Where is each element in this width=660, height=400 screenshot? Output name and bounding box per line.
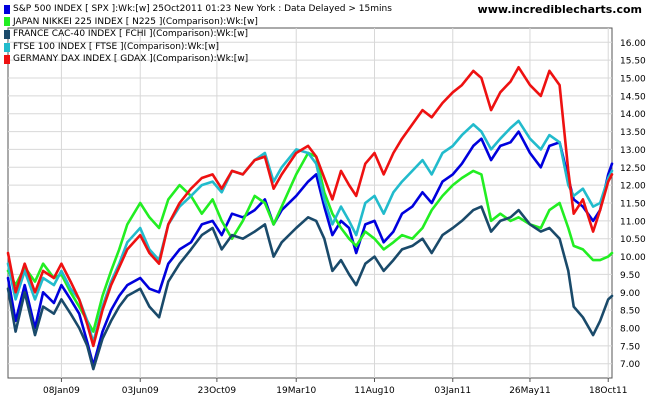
legend-item-fchi: FRANCE CAC-40 INDEX [ FCHI ](Comparison)… bbox=[4, 28, 392, 41]
y-tick-label: 9.00 bbox=[620, 289, 640, 299]
y-tick-label: 7.00 bbox=[620, 360, 640, 370]
legend-item-n225: JAPAN NIKKEI 225 INDEX [ N225 ](Comparis… bbox=[4, 16, 392, 29]
x-tick-label: 18Oct11 bbox=[589, 386, 627, 396]
x-tick-label: 03Jun09 bbox=[122, 386, 159, 396]
y-tick-label: 15.00 bbox=[620, 75, 646, 85]
y-tick-label: 12.00 bbox=[620, 182, 646, 192]
y-axis: 7.00 7.50 8.00 8.50 9.00 9.50 10.00 10.50 11.00 1… bbox=[620, 39, 646, 370]
x-tick-label: 03Jan11 bbox=[434, 386, 471, 396]
y-tick-label: 11.50 bbox=[620, 200, 646, 210]
y-tick-label: 9.50 bbox=[620, 271, 640, 281]
y-tick-label: 12.50 bbox=[620, 164, 646, 174]
y-tick-label: 15.50 bbox=[620, 57, 646, 67]
legend-swatch-n225 bbox=[4, 17, 10, 27]
legend-label-n225: JAPAN NIKKEI 225 INDEX [ N225 ](Comparis… bbox=[13, 16, 258, 27]
series-line-spx bbox=[6, 130, 614, 367]
legend-label-ftse: FTSE 100 INDEX [ FTSE ](Comparison):Wk:[… bbox=[13, 41, 219, 52]
legend-label-spx: S&P 500 INDEX [ SPX ]:Wk:[w] 25Oct2011 0… bbox=[13, 4, 392, 14]
y-tick-label: 13.00 bbox=[620, 146, 646, 156]
series-line-gdax bbox=[6, 66, 614, 348]
legend-item-gdax: GERMANY DAX INDEX [ GDAX ](Comparison):W… bbox=[4, 53, 392, 66]
y-tick-label: 13.50 bbox=[620, 128, 646, 138]
y-tick-label: 14.00 bbox=[620, 110, 646, 120]
y-tick-label: 7.50 bbox=[620, 342, 640, 352]
x-tick-label: 19Mar10 bbox=[276, 386, 316, 396]
series-lines bbox=[6, 66, 614, 371]
legend-item-spx: S&P 500 INDEX [ SPX ]:Wk:[w] 25Oct2011 0… bbox=[4, 3, 392, 16]
y-tick-label: 14.50 bbox=[620, 92, 646, 102]
series-line-n225 bbox=[6, 151, 614, 333]
y-tick-label: 11.00 bbox=[620, 217, 646, 227]
series-line-fchi bbox=[6, 205, 614, 371]
x-tick-label: 08Jan09 bbox=[43, 386, 80, 396]
x-tick-label: 11Aug10 bbox=[354, 386, 395, 396]
legend: S&P 500 INDEX [ SPX ]:Wk:[w] 25Oct2011 0… bbox=[4, 3, 392, 66]
legend-swatch-ftse bbox=[4, 42, 10, 52]
legend-label-fchi: FRANCE CAC-40 INDEX [ FCHI ](Comparison)… bbox=[13, 29, 249, 40]
y-tick-label: 8.50 bbox=[620, 307, 640, 317]
watermark: www.incrediblecharts.com bbox=[477, 3, 642, 16]
legend-label-gdax: GERMANY DAX INDEX [ GDAX ](Comparison):W… bbox=[13, 54, 249, 65]
legend-item-ftse: FTSE 100 INDEX [ FTSE ](Comparison):Wk:[… bbox=[4, 41, 392, 54]
legend-swatch-gdax bbox=[4, 55, 10, 65]
y-tick-label: 8.00 bbox=[620, 325, 640, 335]
y-tick-label: 10.00 bbox=[620, 253, 646, 263]
y-tick-label: 16.00 bbox=[620, 39, 646, 49]
x-tick-label: 23Oct09 bbox=[198, 386, 237, 396]
y-tick-label: 10.50 bbox=[620, 235, 646, 245]
gridlines bbox=[8, 28, 612, 382]
x-tick-label: 26May11 bbox=[509, 386, 551, 396]
legend-swatch-spx bbox=[4, 4, 10, 14]
x-axis: 08Jan09 03Jun09 23Oct09 19Mar10 11Aug10 03Jan… bbox=[43, 386, 627, 396]
legend-swatch-fchi bbox=[4, 29, 10, 39]
